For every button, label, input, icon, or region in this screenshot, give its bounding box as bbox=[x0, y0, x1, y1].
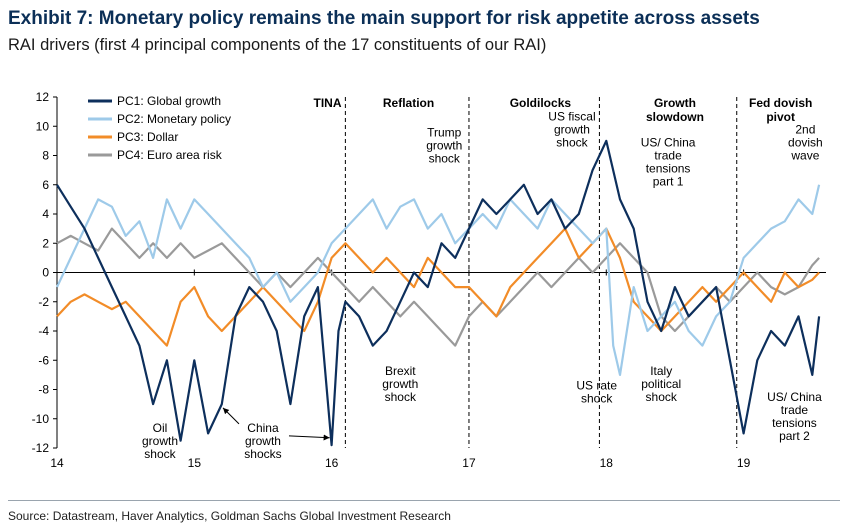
legend-label: PC2: Monetary policy bbox=[117, 112, 231, 126]
series-line-1 bbox=[56, 139, 821, 447]
y-tick-label: -10 bbox=[32, 412, 50, 426]
chart-subtitle: RAI drivers (first 4 principal component… bbox=[8, 36, 547, 54]
y-tick-label: 0 bbox=[42, 266, 49, 280]
chart-title: Exhibit 7: Monetary policy remains the m… bbox=[8, 8, 760, 29]
annotation-text: trade bbox=[654, 149, 682, 163]
annotation-text: shock bbox=[556, 135, 588, 149]
annotation-text: part 1 bbox=[653, 175, 684, 189]
phase-label: slowdown bbox=[646, 110, 704, 124]
annotation-text: growth bbox=[554, 122, 590, 136]
y-tick-label: -2 bbox=[38, 295, 49, 309]
y-tick-label: -4 bbox=[38, 324, 49, 338]
annotation-text: Brexit bbox=[385, 364, 416, 378]
annotation-text: 2nd bbox=[795, 123, 815, 137]
phase-label: Goldilocks bbox=[510, 96, 572, 110]
y-tick-label: 6 bbox=[42, 178, 49, 192]
annotation-text: US/ China bbox=[767, 390, 822, 404]
phase-label: Reflation bbox=[383, 96, 434, 110]
x-tick-label: 17 bbox=[462, 456, 476, 470]
source-note: Source: Datastream, Haver Analytics, Gol… bbox=[8, 509, 451, 523]
x-tick-label: 19 bbox=[737, 456, 751, 470]
y-tick-label: -6 bbox=[38, 353, 49, 367]
annotation-text: US/ China bbox=[641, 136, 696, 150]
annotation-text: wave bbox=[790, 149, 819, 163]
annotation-text: part 2 bbox=[779, 429, 810, 443]
annotation-text: shock bbox=[385, 390, 417, 404]
annotation-text: shock bbox=[429, 151, 461, 165]
annotation-text: tensions bbox=[772, 416, 817, 430]
annotation-text: trade bbox=[781, 403, 809, 417]
x-tick-label: 14 bbox=[50, 456, 64, 470]
phase-label: Growth bbox=[654, 96, 696, 110]
y-tick-label: 12 bbox=[36, 90, 50, 104]
y-tick-label: -8 bbox=[38, 383, 49, 397]
annotation-text: Oil bbox=[153, 421, 168, 435]
annotation-text: political bbox=[641, 377, 681, 391]
y-tick-label: 8 bbox=[42, 149, 49, 163]
x-tick-label: 16 bbox=[325, 456, 339, 470]
y-tick-label: 10 bbox=[36, 119, 50, 133]
legend-label: PC4: Euro area risk bbox=[117, 148, 223, 162]
annotation-text: growth bbox=[382, 377, 418, 391]
y-tick-label: 4 bbox=[42, 207, 49, 221]
annotation-text: Italy bbox=[650, 364, 672, 378]
annotation-text: growth bbox=[426, 138, 462, 152]
annotation-text: Trump bbox=[427, 125, 462, 139]
footer-divider bbox=[8, 500, 840, 501]
y-tick-label: 2 bbox=[42, 236, 49, 250]
annotation-text: growth bbox=[245, 434, 281, 448]
legend-label: PC1: Global growth bbox=[117, 94, 221, 108]
annotation-arrow bbox=[222, 407, 240, 425]
annotation-arrow bbox=[288, 434, 330, 441]
annotation-text: shock bbox=[144, 447, 176, 461]
legend-label: PC3: Dollar bbox=[117, 130, 178, 144]
phase-label: pivot bbox=[766, 110, 795, 124]
phase-label: TINA bbox=[314, 96, 342, 110]
annotation-text: dovish bbox=[788, 136, 823, 150]
annotation-text: China bbox=[247, 421, 279, 435]
annotation-text: shock bbox=[581, 392, 613, 406]
annotation-text: US rate bbox=[576, 379, 617, 393]
annotation-text: tensions bbox=[646, 162, 691, 176]
annotation-text: US fiscal bbox=[548, 109, 595, 123]
annotation-text: growth bbox=[142, 434, 178, 448]
annotation-text: shocks bbox=[244, 447, 281, 461]
x-tick-label: 15 bbox=[188, 456, 202, 470]
annotation-text: shock bbox=[646, 390, 678, 404]
y-tick-label: -12 bbox=[32, 441, 50, 455]
phase-label: Fed dovish bbox=[749, 96, 812, 110]
series-line-2 bbox=[56, 184, 821, 376]
x-tick-label: 18 bbox=[600, 456, 614, 470]
series-line-3 bbox=[56, 227, 820, 347]
